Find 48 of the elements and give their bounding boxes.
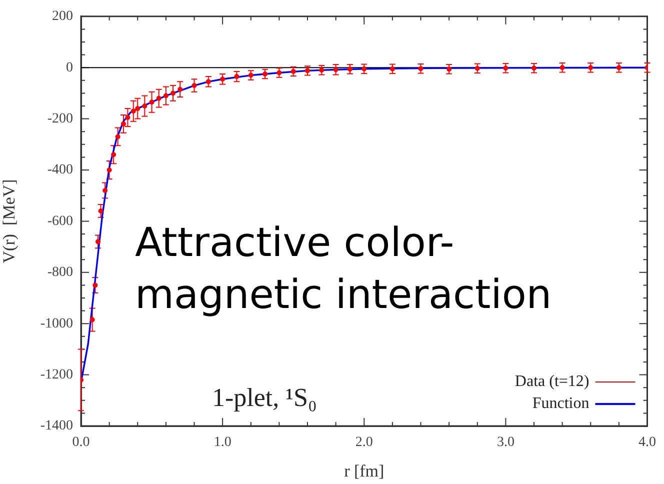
point [120, 121, 126, 126]
y-tick-label: -1000 [40, 316, 73, 332]
point [111, 152, 116, 158]
legend-label: Function [532, 395, 590, 412]
point [192, 83, 197, 88]
point [149, 100, 154, 105]
y-tick-label: -400 [47, 162, 73, 178]
annotation: Attractive color- magnetic interaction [135, 220, 552, 318]
x-tick-label: 1.0 [214, 435, 232, 450]
point [234, 74, 240, 80]
y-tick-label: -1400 [40, 418, 73, 434]
point [163, 93, 168, 98]
x-axis-title: r [fm] [344, 461, 384, 480]
point [95, 239, 100, 244]
point [130, 108, 136, 114]
legend-label: Data (t=12) [514, 373, 590, 390]
point [220, 76, 226, 82]
y-tick-label: 0 [66, 60, 73, 76]
point [115, 134, 120, 140]
point [333, 67, 338, 72]
y-tick-label: -1200 [40, 367, 73, 382]
point [156, 96, 162, 101]
point [102, 188, 108, 193]
point [178, 86, 183, 92]
y-tick-label: 200 [52, 9, 73, 24]
point [170, 90, 176, 96]
point [503, 66, 508, 71]
point [305, 68, 310, 74]
point [142, 104, 148, 108]
y-tick-label: -600 [47, 214, 73, 229]
y-tick-label: -200 [47, 111, 73, 126]
x-tick-label: 4.0 [638, 435, 656, 450]
point [248, 72, 254, 78]
annotation: 1-plet, ¹S₀ [212, 383, 317, 412]
point [106, 168, 112, 172]
point [276, 70, 282, 76]
y-axis-title: V(r) [MeV] [0, 179, 19, 264]
y-tick-label: -800 [47, 265, 73, 280]
x-tick-label: 0.0 [72, 435, 90, 450]
point [98, 208, 104, 214]
point [135, 106, 140, 112]
point [125, 115, 130, 120]
point [90, 317, 95, 322]
x-tick-label: 3.0 [496, 435, 514, 450]
point [92, 282, 98, 288]
point [206, 79, 211, 84]
x-tick-label: 2.0 [355, 435, 373, 450]
point [362, 66, 367, 72]
